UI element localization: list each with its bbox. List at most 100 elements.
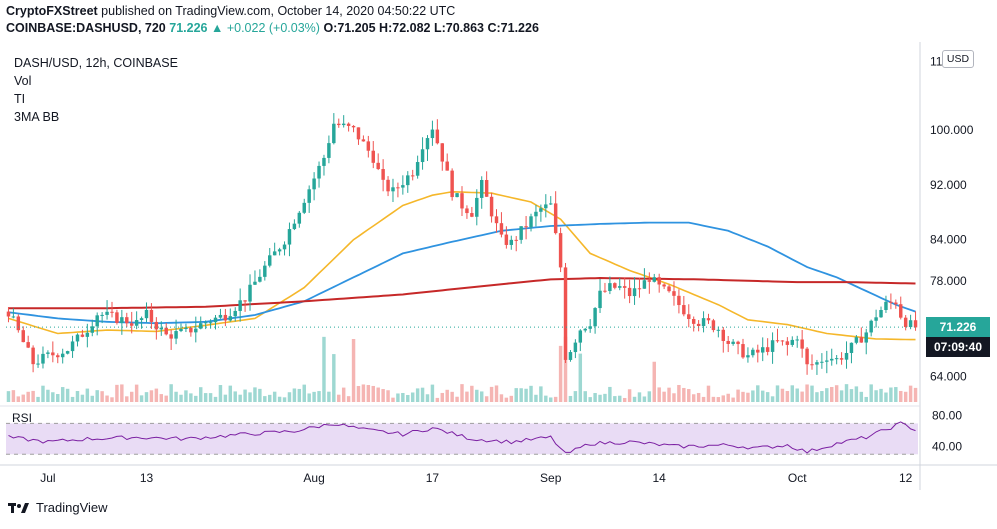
volume-bar (736, 389, 740, 402)
volume-bar (790, 385, 795, 402)
volume-bar (228, 385, 233, 402)
price-axis-label: 100.000 (930, 123, 974, 137)
candle-body (810, 364, 814, 366)
candle-body (46, 352, 50, 354)
volume-bar (415, 388, 420, 402)
candle-body (534, 211, 538, 217)
legend-volume[interactable]: Vol (14, 74, 32, 88)
legend-3ma-bb[interactable]: 3MA BB (14, 110, 60, 124)
volume-bar (475, 389, 479, 402)
volume-bar (391, 397, 395, 402)
volume-bar (440, 392, 445, 402)
volume-bar (327, 391, 331, 402)
candle-body (100, 314, 104, 316)
volume-bar (381, 389, 385, 402)
volume-bar (159, 394, 164, 402)
volume-bar (913, 387, 918, 402)
candle-body (780, 340, 785, 342)
candle-body (815, 362, 819, 365)
candle-body (484, 180, 489, 197)
candle-body (337, 123, 341, 126)
candle-body (179, 328, 183, 332)
candle-body (682, 305, 686, 315)
volume-bar (450, 391, 454, 402)
volume-bar (879, 388, 883, 402)
volume-bar (751, 390, 755, 402)
candle-body (820, 361, 824, 363)
time-axis-label: 14 (653, 471, 667, 485)
volume-bar (889, 387, 893, 402)
candle-body (425, 138, 430, 150)
volume-bar (406, 394, 410, 402)
candle-body (913, 320, 918, 328)
volume-bar (558, 345, 563, 402)
volume-bar (805, 384, 809, 402)
volume-bar (484, 396, 489, 402)
candle-body (297, 212, 302, 224)
rsi-axis-label: 40.00 (932, 440, 962, 454)
volume-bar (120, 384, 124, 402)
legend-symbol[interactable]: DASH/USD, 12h, COINBASE (14, 56, 178, 70)
candle-body (415, 162, 420, 176)
candle-body (726, 340, 730, 344)
price-change: +0.022 (+0.03%) (226, 21, 320, 35)
volume-bar (810, 385, 814, 402)
candle-body (731, 341, 735, 344)
candle-body (139, 318, 144, 321)
up-arrow-icon: ▲ (210, 21, 224, 35)
candle-body (213, 317, 218, 323)
candle-body (598, 290, 602, 309)
volume-bar (563, 336, 568, 402)
volume-bar (203, 393, 208, 402)
volume-bar (85, 388, 90, 402)
volume-bar (65, 388, 70, 402)
candle-body (223, 314, 228, 321)
candle-body (662, 284, 666, 287)
volume-bar (371, 385, 375, 402)
volume-bar (312, 391, 316, 402)
candle-body (746, 355, 750, 358)
volume-bar (765, 392, 770, 402)
candle-body (351, 125, 356, 128)
last-price: 71.226 (169, 21, 208, 35)
volume-bar (825, 388, 829, 402)
candle-body (366, 141, 371, 151)
candle-body (164, 327, 168, 335)
price-axis-label: 64.000 (930, 370, 967, 384)
time-axis-label: 17 (426, 471, 440, 485)
volume-bar (356, 385, 361, 402)
price-axis-label: 78.000 (930, 274, 967, 288)
candle-body (908, 320, 913, 328)
candle-body (203, 322, 208, 324)
volume-bar (844, 384, 849, 402)
candle-body (401, 185, 405, 188)
legend-ti[interactable]: TI (14, 92, 26, 106)
currency-button[interactable]: USD (942, 50, 974, 68)
candle-body (243, 300, 247, 302)
volume-bar (711, 396, 716, 402)
volume-bar (80, 394, 85, 402)
volume-bar (56, 394, 60, 402)
candle-body (839, 358, 844, 360)
candle-body (208, 322, 213, 324)
volume-bar (598, 394, 602, 402)
candle-body (514, 239, 518, 241)
candle-body (667, 286, 671, 292)
volume-bar (297, 388, 302, 402)
candle-body (80, 334, 85, 337)
volume-bar (341, 387, 346, 402)
candle-body (371, 150, 375, 163)
candle-body (75, 334, 80, 342)
time-axis-label: Sep (540, 471, 562, 485)
candle-body (549, 203, 553, 205)
volume-bar (346, 396, 351, 402)
candle-body (218, 314, 223, 318)
candle-body (741, 344, 745, 358)
candle-body (154, 321, 159, 330)
volume-bar (687, 389, 691, 402)
tradingview-footer[interactable]: TradingView (8, 500, 108, 515)
rsi-band (6, 423, 918, 455)
volume-bar (376, 387, 380, 402)
candle-body (51, 352, 55, 356)
